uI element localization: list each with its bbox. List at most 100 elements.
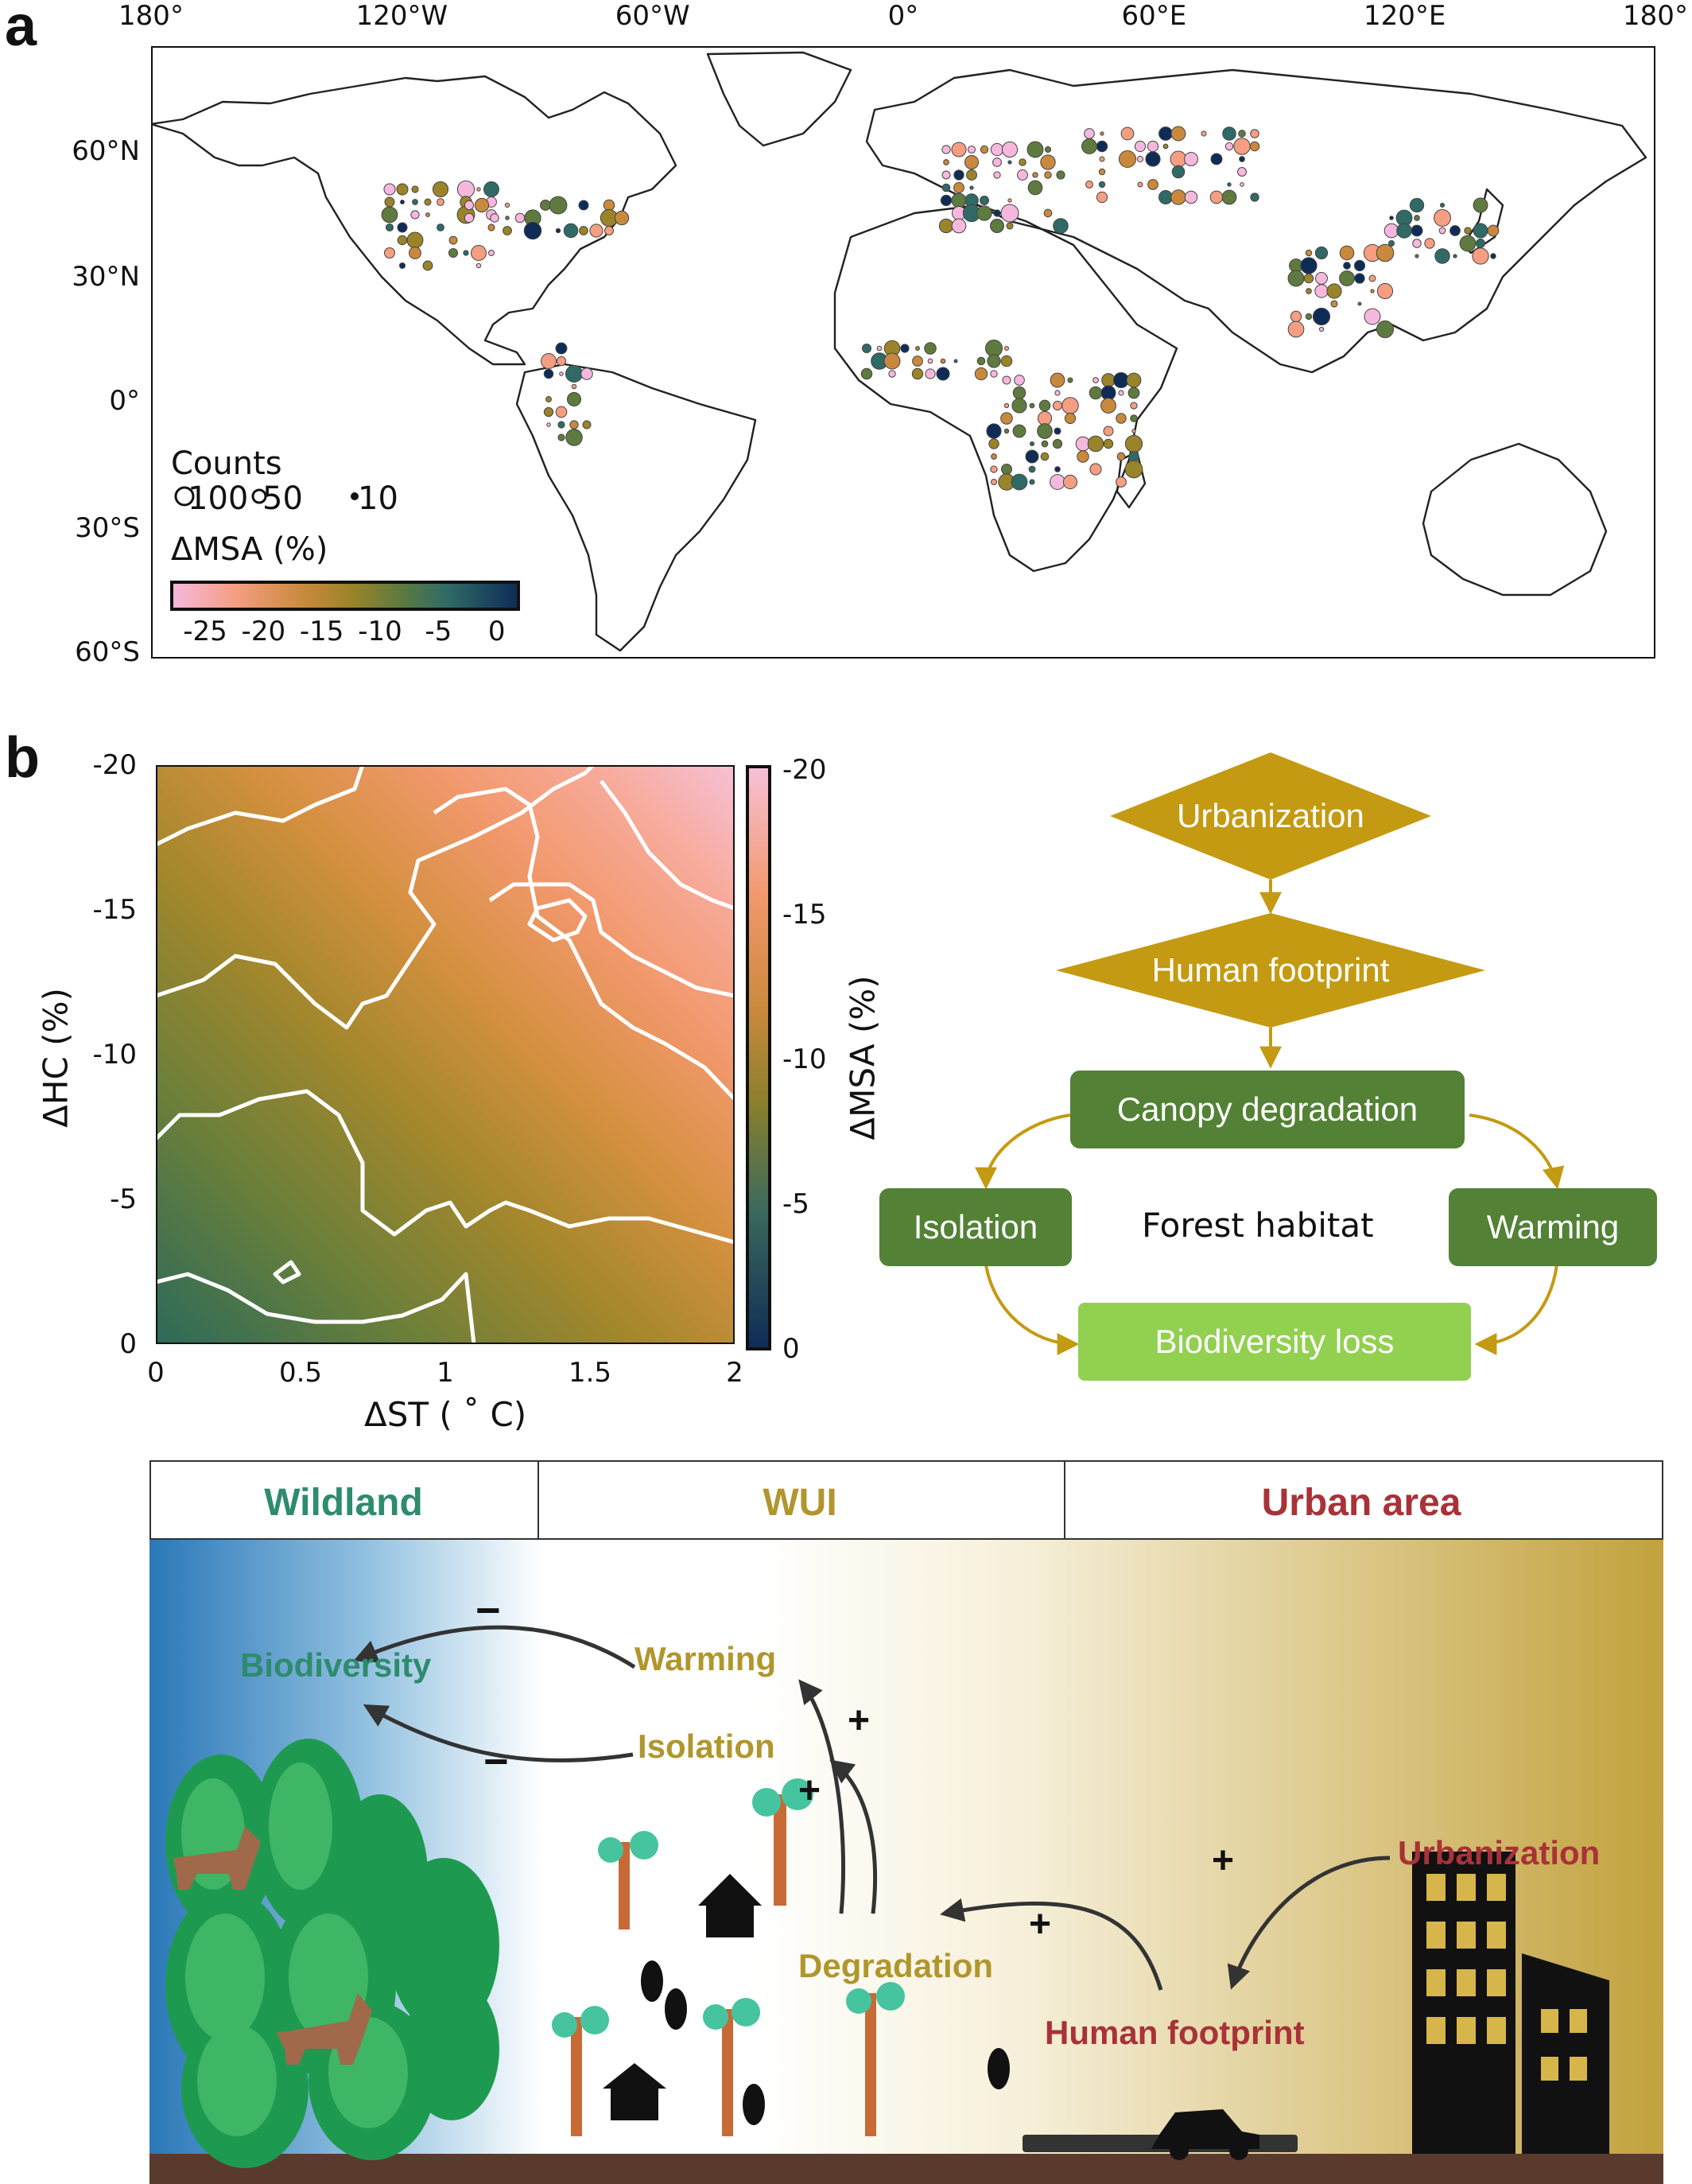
map-dot [1250,129,1259,138]
map-dot [1100,398,1116,414]
map-dot [1126,372,1142,388]
map-dot [1162,143,1169,150]
map-dot [1037,410,1053,426]
map-dot [437,223,444,231]
coastline-japan [1461,188,1504,255]
map-dot [1000,412,1013,425]
map-dot [406,231,424,249]
map-dot [1053,218,1069,234]
map-dot [1089,386,1103,400]
map-dot [514,212,526,223]
map-dot [1043,208,1053,218]
map-dot [1439,202,1446,208]
map-dot [559,371,564,376]
map-dot [476,187,481,192]
map-dot [603,225,615,236]
flow-biodiversity-loss: Biodiversity loss [1078,1303,1471,1381]
map-dot [992,157,1002,167]
map-dot [1011,398,1027,414]
house-icon [698,1874,762,1937]
map-dot [546,422,551,427]
map-dot [545,396,552,402]
map-dot [1209,190,1224,204]
deer-icon [277,1993,372,2065]
map-dot [1330,300,1338,308]
map-dot [556,356,567,367]
causal-arrows [353,1625,1391,1991]
map-dot [549,196,568,215]
map-dot [1134,140,1147,153]
map-dot [1326,283,1342,299]
lon-tick: 180° [1623,0,1688,32]
map-dot [1029,479,1035,485]
map-dot [1238,130,1246,138]
map-dot [1064,412,1077,425]
map-dot [888,370,896,378]
map-dot [412,199,418,205]
map-dot [614,210,630,226]
map-dot [1027,180,1043,196]
map-dot [1011,473,1028,491]
map-dot [1170,126,1186,142]
map-dot [381,206,398,223]
car-icon [1151,2109,1259,2160]
map-colorbar-tick: -5 [425,616,452,647]
map-dot [1001,141,1019,158]
map-dot [1184,190,1198,204]
map-dot [924,342,937,355]
map-dot [990,370,998,378]
contour-colorbar-tick: 0 [782,1333,800,1365]
map-dot [1124,434,1143,453]
map-dot [1396,223,1412,239]
map-dot [1003,428,1010,434]
count-label-10: 10 [358,480,398,517]
map-dot [505,216,510,220]
count-circle-100 [174,486,195,507]
zone-wui: WUI [763,1482,837,1524]
flow-diagram [975,752,1565,1355]
count-label-100: 100 [188,480,249,517]
map-dot [603,199,615,212]
sign-minus-2: − [483,1738,509,1786]
ground-strip [149,2154,1663,2184]
map-dot [1130,414,1138,422]
map-dot [488,250,495,256]
counts-legend-symbols [174,486,359,507]
map-dot [1145,151,1161,167]
map-dot [1411,224,1423,237]
map-dot [912,356,923,367]
map-dot [410,210,420,220]
map-dot [1376,282,1394,300]
map-dot [990,478,998,486]
map-dot [464,212,475,223]
map-dot [425,212,430,217]
contour-y-tick: 0 [119,1328,137,1360]
panel-a-letter: a [5,0,37,58]
map-dot [1170,150,1187,168]
lon-tick: 120°E [1363,0,1446,32]
map-dot [456,180,475,199]
map-dot [424,198,432,206]
map-dot [422,260,433,271]
zone-header [149,1460,1663,1540]
map-dot [582,420,592,429]
map-dot [1343,262,1351,270]
map-dot [1287,270,1305,287]
map-dot [1305,313,1313,321]
footprint-icon [743,2084,765,2125]
lat-tick: 60°S [75,636,140,668]
map-dot [988,438,999,449]
map-dot [1040,452,1050,461]
map-dot [1434,248,1450,264]
map-dot [448,235,458,245]
map-dot [1364,308,1381,325]
arrow-isolation-loss [984,1264,1080,1355]
urbanization-diamond [1110,752,1431,880]
map-dot [540,200,551,211]
map-dot [989,218,1005,234]
contour-x-tick: 1 [437,1357,454,1389]
map-dot [1061,397,1079,414]
map-dot [1007,198,1012,203]
map-dot [1116,413,1127,424]
map-dot [1376,320,1395,339]
